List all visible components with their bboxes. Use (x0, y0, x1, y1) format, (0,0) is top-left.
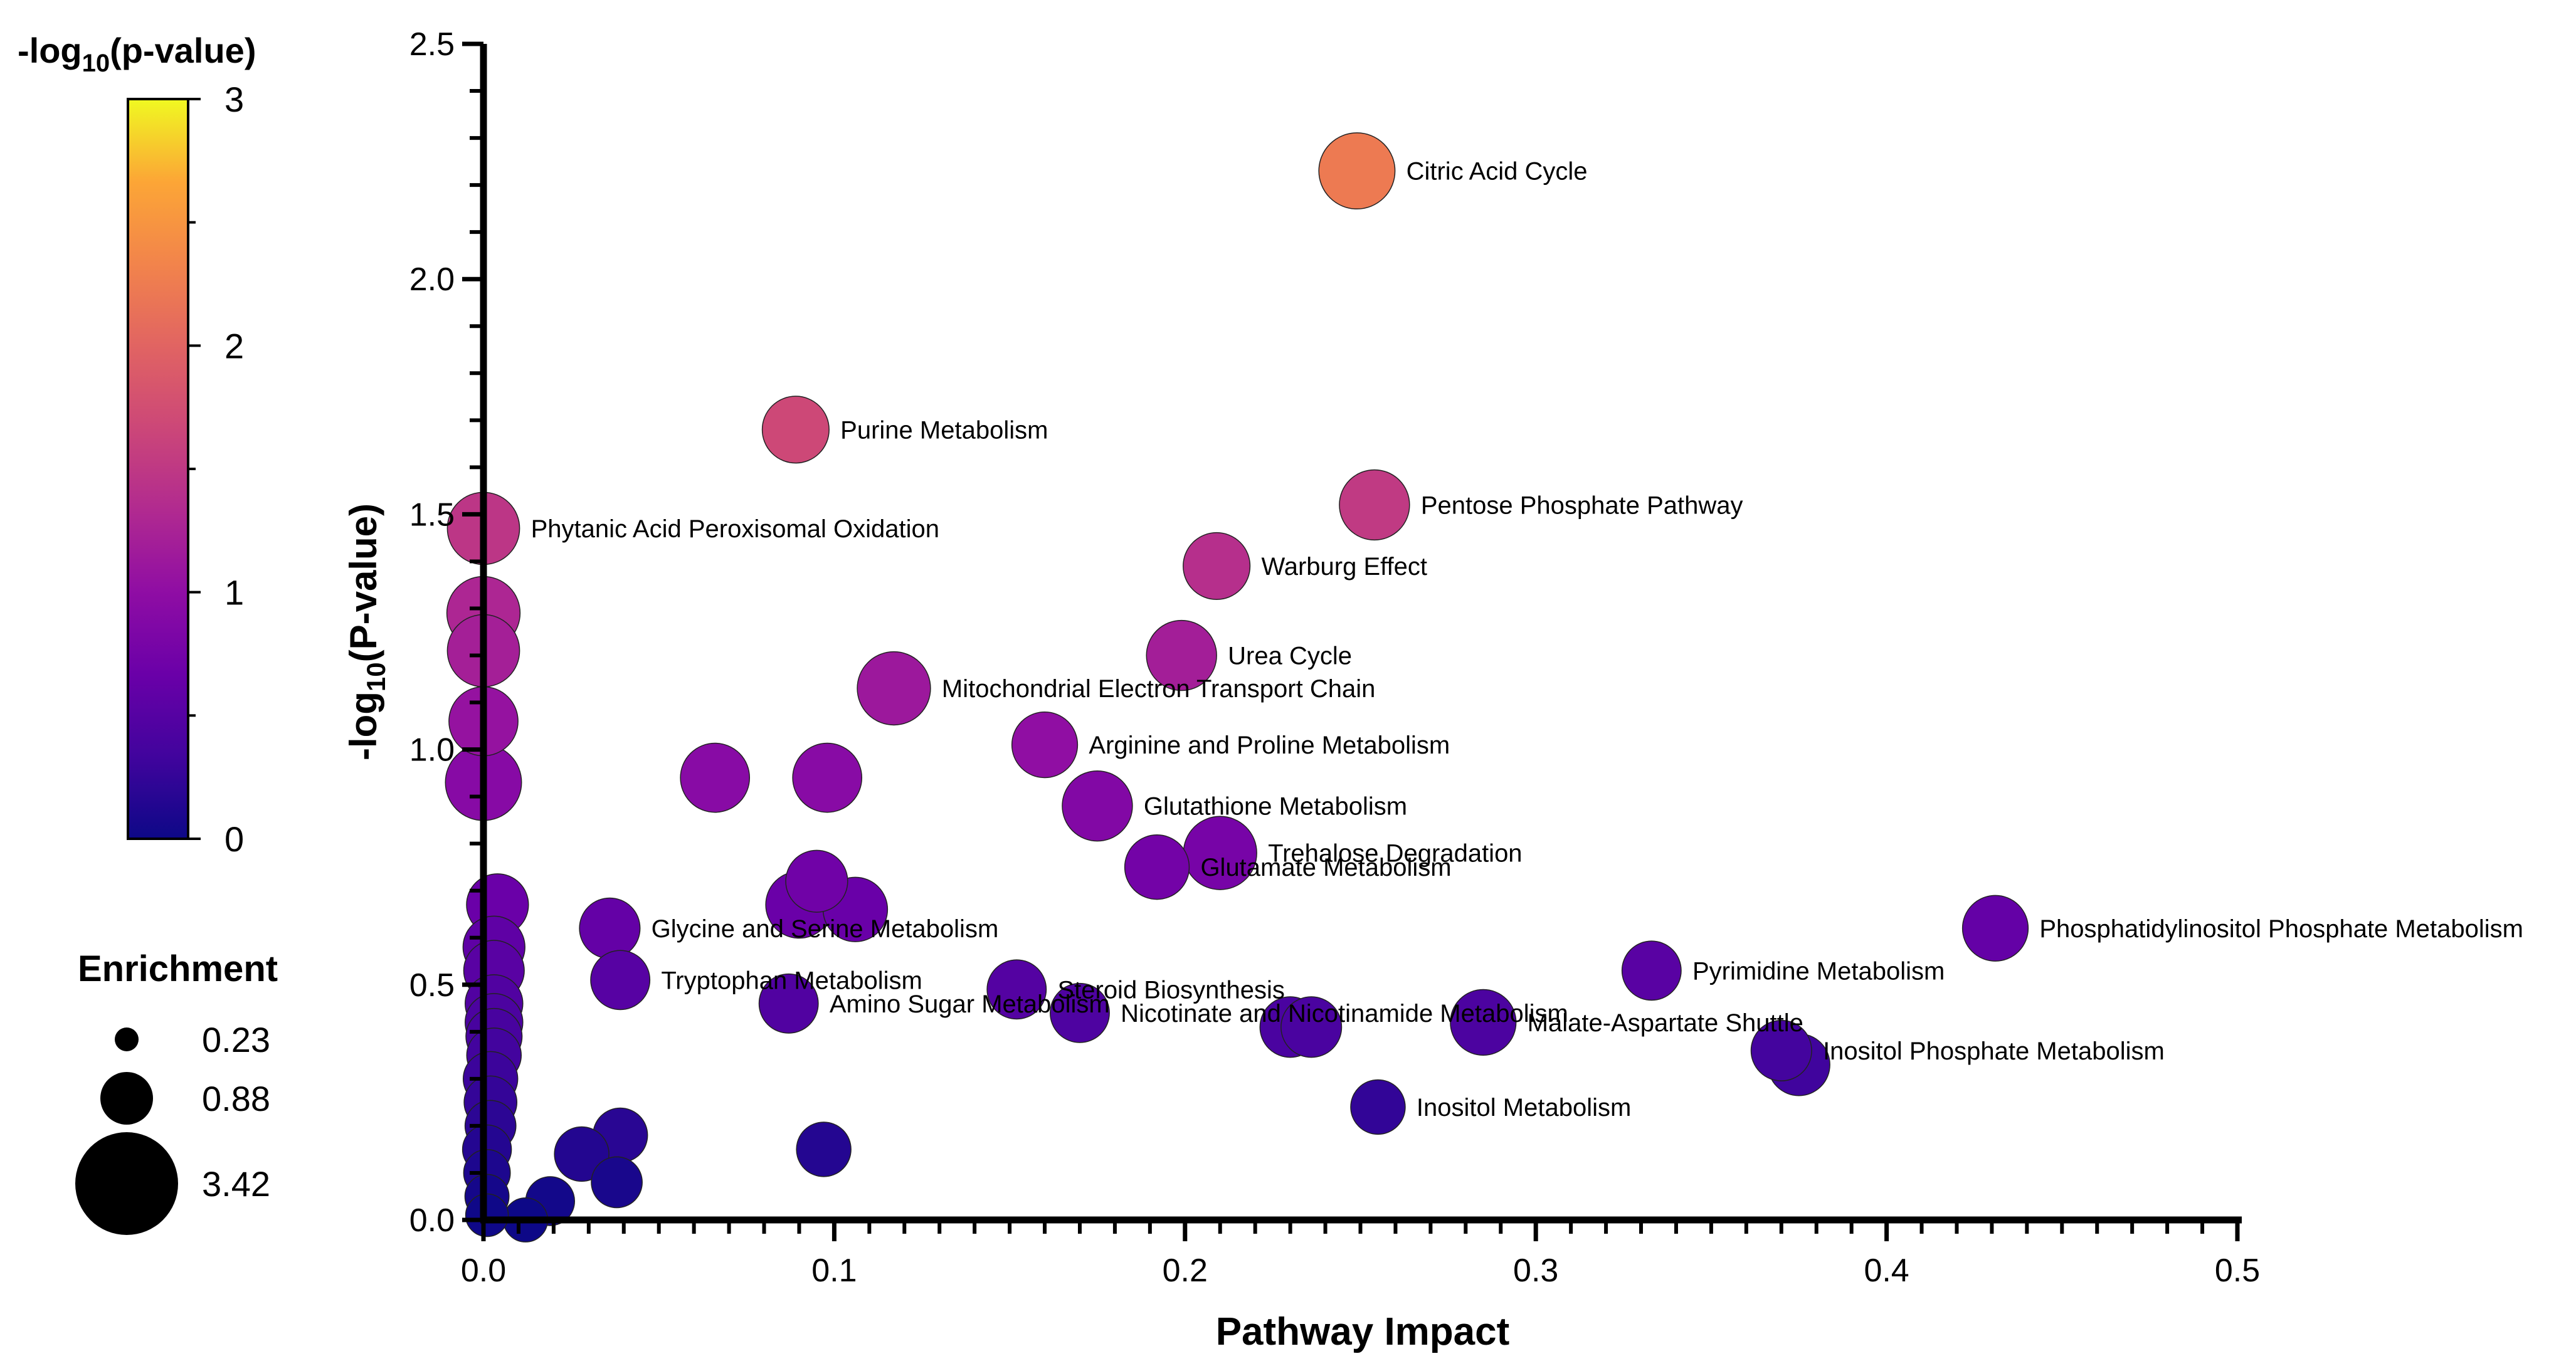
data-point (761, 396, 830, 464)
size-legend-label: 0.23 (202, 1020, 270, 1059)
data-point (1961, 895, 2029, 962)
data-point (680, 742, 751, 813)
point-label: Inositol Phosphate Metabolism (1823, 1038, 2165, 1065)
point-label: Trehalose Degradation (1268, 840, 1522, 868)
point-labels: Citric Acid Cycle Purine Metabolism Pentos… (531, 158, 2523, 1122)
data-point (1146, 619, 1217, 691)
colorbar-tick-label: 0 (224, 819, 244, 859)
x-tick-label: 0.0 (461, 1253, 506, 1289)
size-legend-title: Enrichment (78, 948, 278, 989)
data-point (1124, 834, 1190, 900)
point-label: Inositol Metabolism (1417, 1094, 1631, 1122)
size-legend-bubble (75, 1132, 178, 1235)
point-label: Phytanic Acid Peroxisomal Oxidation (531, 515, 939, 543)
size-legend-entries: 0.23 0.88 3.42 (75, 1020, 270, 1235)
data-point (590, 950, 651, 1011)
point-label: Tryptophan Metabolism (661, 967, 922, 994)
data-point (986, 959, 1047, 1020)
y-tick-label: 1.5 (409, 496, 455, 533)
data-point (785, 849, 848, 913)
data-points (445, 132, 2029, 1243)
data-point (796, 1122, 852, 1177)
colorbar-gradient (127, 98, 189, 840)
data-point (857, 651, 931, 726)
data-point (1350, 1079, 1406, 1135)
point-label: Glycine and Serine Metabolism (652, 915, 999, 943)
x-tick-label: 0.2 (1163, 1253, 1208, 1289)
x-tick-label: 0.3 (1513, 1253, 1558, 1289)
data-point (1339, 469, 1410, 541)
size-legend-bubble (115, 1027, 139, 1051)
size-legend: Enrichment 0.23 0.88 3.42 (75, 948, 278, 1235)
data-point (465, 1193, 509, 1237)
data-point (591, 1156, 643, 1209)
point-label: Pentose Phosphate Pathway (1421, 491, 1743, 519)
point-label: Warburg Effect (1261, 553, 1427, 581)
data-point (1183, 532, 1251, 600)
point-label: Urea Cycle (1228, 643, 1352, 670)
point-label: Phosphatidylinositol Phosphate Metabolis… (2039, 915, 2523, 943)
x-axis-title: Pathway Impact (1216, 1310, 1510, 1353)
colorbar-tick-label: 3 (224, 80, 244, 119)
data-point (1011, 711, 1079, 779)
point-label: Nicotinate and Nicotinamide Metabolism (1121, 1000, 1568, 1027)
data-point (1050, 982, 1110, 1043)
colorbar-title: -log10(p-value) (18, 31, 256, 77)
size-legend-label: 3.42 (202, 1164, 270, 1204)
colorbar-tick-label: 2 (224, 326, 244, 365)
point-label: Pyrimidine Metabolism (1692, 957, 1945, 985)
point-label: Purine Metabolism (840, 416, 1048, 444)
size-legend-bubble (100, 1072, 153, 1125)
data-point (1318, 132, 1396, 210)
point-label: Malate-Aspartate Shuttle (1528, 1009, 1803, 1037)
data-point (554, 1126, 610, 1182)
x-axis-ticks: 0.0 0.1 0.2 0.3 0.4 0.5 (461, 1220, 2260, 1289)
point-label: Citric Acid Cycle (1407, 158, 1588, 186)
y-tick-label: 0.5 (409, 967, 455, 1004)
point-label: Mitochondrial Electron Transport Chain (942, 675, 1375, 703)
point-label: Glutamate Metabolism (1200, 854, 1451, 881)
x-tick-label: 0.5 (2215, 1253, 2260, 1289)
y-axis-ticks: 0.0 0.5 1.0 1.5 2.0 2.5 (409, 26, 483, 1239)
point-label: Amino Sugar Metabolism (830, 990, 1110, 1018)
x-tick-label: 0.1 (811, 1253, 857, 1289)
point-label: Glutathione Metabolism (1144, 793, 1407, 821)
y-axis-title: -log10(P-value) (342, 503, 391, 760)
y-tick-label: 2.5 (409, 26, 455, 63)
data-point (1280, 996, 1343, 1058)
x-tick-label: 0.4 (1864, 1253, 1909, 1289)
colorbar-legend: -log10(p-value) 0 1 2 3 (18, 31, 256, 859)
data-point (1750, 1019, 1812, 1081)
point-label: Steroid Biosynthesis (1057, 976, 1284, 1004)
data-point (758, 973, 819, 1034)
plot-area: Citric Acid Cycle Purine Metabolism Pentos… (409, 26, 2523, 1289)
data-point (1450, 989, 1517, 1056)
y-tick-label: 1.0 (409, 732, 455, 769)
colorbar-tick-label: 1 (224, 573, 244, 612)
size-legend-label: 0.88 (202, 1079, 270, 1118)
colorbar-ticks: 0 1 2 3 (188, 80, 244, 859)
y-tick-label: 0.0 (409, 1202, 455, 1239)
data-point (792, 742, 863, 813)
data-point (579, 897, 641, 959)
data-point (1621, 940, 1682, 1001)
point-label: Arginine and Proline Metabolism (1089, 732, 1450, 759)
y-tick-label: 2.0 (409, 261, 455, 298)
data-point (1062, 770, 1133, 842)
